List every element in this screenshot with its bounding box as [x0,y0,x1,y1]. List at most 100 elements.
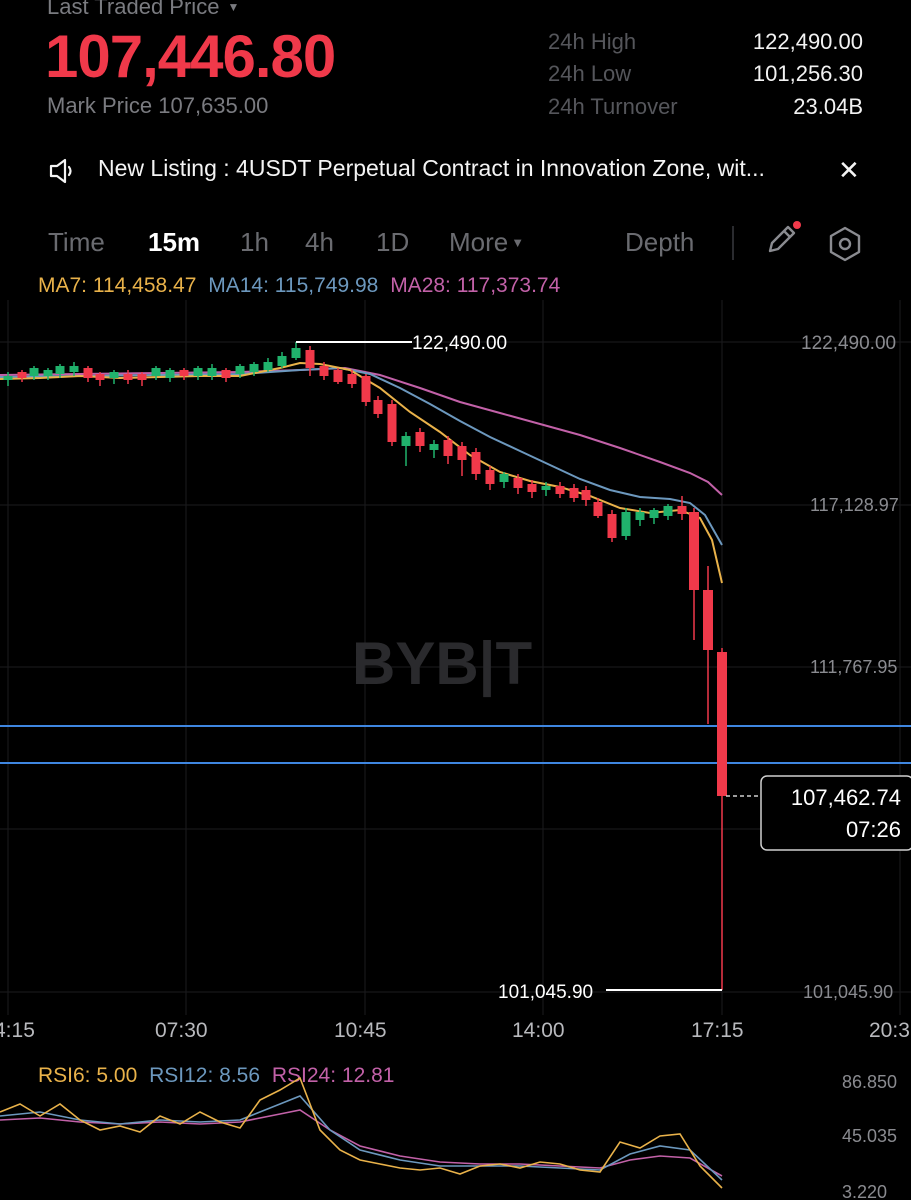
candle-body [581,490,591,500]
tab-depth[interactable]: Depth [625,227,695,257]
mark-price-label: Mark Price [47,93,153,118]
candle-body [373,400,383,414]
speaker-icon [49,158,72,184]
rsi24-line [0,1109,723,1177]
price-tick-label: 122,490.00 [801,333,896,354]
candle-body [513,478,523,488]
hexagon-settings-icon[interactable] [826,225,864,263]
tab-4h[interactable]: 4h [305,227,334,257]
ma14-value: 115,749.98 [274,274,379,297]
caret-down-icon: ▼ [511,235,525,250]
close-icon[interactable]: ✕ [838,155,860,185]
stat-24h-low-value: 101,256.30 [752,61,863,86]
pencil-icon[interactable] [762,219,804,261]
caret-down-icon: ▼ [227,0,240,14]
candle-body [443,440,453,456]
rsi24-label: RSI24: [271,1064,337,1087]
mark-price-value: 107,635.00 [158,93,269,118]
candle-body [649,510,659,518]
ma28-line [0,366,723,496]
divider [732,226,734,260]
candle-body [179,370,189,376]
candle-body [305,350,315,368]
tab-time[interactable]: Time [48,227,105,257]
candle-body [137,374,147,380]
rsi6-value: 5.00 [96,1064,138,1087]
price-tick-label: 101,045.90 [803,982,893,1002]
candle-body [635,512,645,520]
time-tick-label: 10:45 [334,1019,387,1042]
candle-body [249,364,259,372]
time-tick-label: 14:00 [512,1019,565,1042]
candle-body [29,368,39,376]
candle-body [607,514,617,538]
candle-body [361,376,371,402]
announcement-text[interactable]: New Listing : 4USDT Perpetual Contract i… [98,155,765,181]
stat-24h-high-value: 122,490.00 [752,29,863,54]
candle-body [193,368,203,376]
candle-body [677,506,687,514]
time-tick-label: 17:15 [691,1019,744,1042]
candle-body [347,374,357,384]
price-tick-label: 117,128.97 [810,495,899,515]
candle-body [541,486,551,490]
time-tick-label: 4:15 [0,1019,35,1042]
ma28-value: 117,373.74 [456,274,561,297]
ma7-line [0,361,723,584]
candle-body [235,366,245,374]
candle-body [17,372,27,378]
rsi-legend: RSI6: 5.00 RSI12: 8.56 RSI24: 12.81 [38,1064,394,1088]
high-marker-label: 122,490.00 [412,333,507,354]
candle-body [207,368,217,376]
stat-24h-low-label: 24h Low [548,61,632,86]
candle-body [401,436,411,446]
rsi24-value: 12.81 [341,1064,395,1087]
candles[interactable] [3,342,728,990]
candle-countdown: 07:26 [846,817,901,842]
rsi12-line [0,1095,723,1181]
time-tick-label: 20:3 [869,1019,910,1042]
candle-body [717,652,727,796]
tab-more-label: More [449,227,509,257]
candle-body [319,366,329,376]
price-tick-label: 111,767.95 [810,657,897,677]
candle-body [263,362,273,370]
candle-body [527,484,537,492]
low-marker-label: 101,045.90 [498,982,593,1003]
candle-body [703,590,713,650]
candle-body [277,356,287,366]
candle-body [429,444,439,450]
ma7-value: 114,458.47 [92,274,197,297]
ma14-label: MA14: [208,274,269,297]
time-tick-label: 07:30 [155,1019,208,1042]
candle-body [43,370,53,376]
rsi6-line [0,1076,723,1189]
candle-body [69,366,79,372]
tab-more[interactable]: More ▼ [449,227,524,258]
tab-1h[interactable]: 1h [240,227,269,257]
candle-body [485,470,495,484]
rsi12-label: RSI12: [149,1064,214,1087]
tab-1d[interactable]: 1D [376,227,410,257]
stat-24h-high-label: 24h High [548,29,637,54]
current-price-tag [760,775,911,851]
candle-body [151,368,161,376]
last-traded-price-dropdown[interactable]: Last Traded Price ▼ [47,0,239,20]
price-chart[interactable]: BYB|T 122,490.00 101,045.90 122,490.00 1… [0,300,911,1060]
rsi12-value: 8.56 [219,1064,261,1087]
tab-15m[interactable]: 15m [148,227,201,257]
rsi-tick-label: 45.035 [842,1126,897,1146]
candle-body [689,512,699,590]
bybit-watermark: BYB|T [352,630,532,698]
candle-body [333,370,343,382]
candle-body [457,446,467,460]
rsi6-label: RSI6: [38,1064,91,1087]
candle-body [291,348,301,358]
last-traded-label: Last Traded Price [47,0,220,19]
candle-body [109,372,119,378]
mark-price: Mark Price 107,635.00 [47,93,268,119]
candle-body [415,432,425,446]
rsi-tick-label: 86.850 [842,1072,897,1092]
rsi-chart[interactable]: 86.850 45.035 3.220 [0,1060,911,1200]
stat-24h-turnover-value: 23.04B [793,94,863,119]
